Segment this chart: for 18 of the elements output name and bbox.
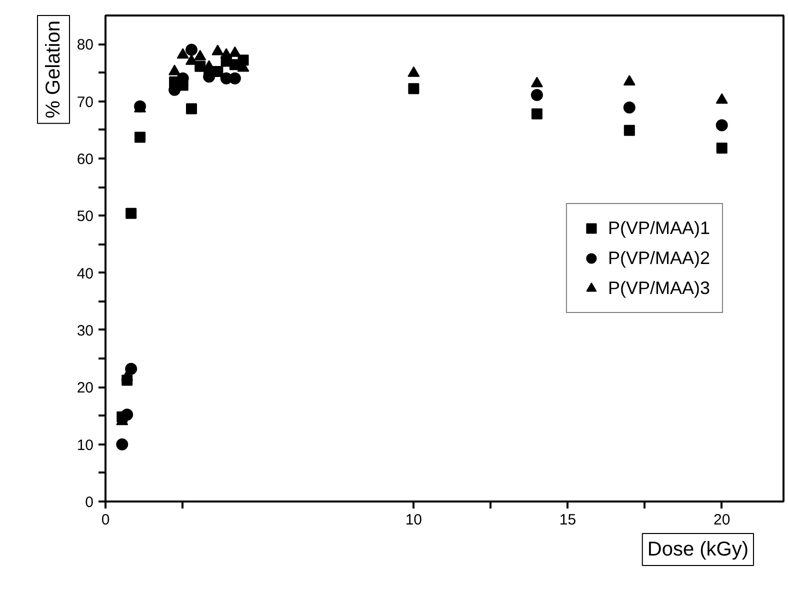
legend-label: P(VP/MAA)3: [608, 278, 710, 298]
y-tick-label: 50: [76, 208, 94, 226]
y-tick-label: 40: [76, 265, 94, 282]
x-tick-label: 0: [101, 512, 110, 528]
legend-label: P(VP/MAA)1: [608, 218, 710, 238]
y-tick-label: 30: [76, 322, 94, 340]
y-axis-title: % Gelation: [42, 20, 64, 118]
x-tick-label: 20: [714, 512, 730, 528]
x-tick-label: 15: [559, 512, 576, 528]
x-tick-label: 10: [405, 512, 422, 528]
y-tick-label: 70: [76, 94, 94, 111]
legend-label: P(VP/MAA)2: [608, 248, 710, 268]
y-tick-label: 0: [85, 494, 94, 511]
x-axis-title: Dose (kGy): [647, 538, 748, 560]
y-tick-label: 60: [76, 150, 94, 168]
y-tick-label: 10: [76, 436, 94, 454]
y-tick-label: 20: [76, 380, 94, 397]
y-tick-label: 80: [76, 36, 94, 54]
